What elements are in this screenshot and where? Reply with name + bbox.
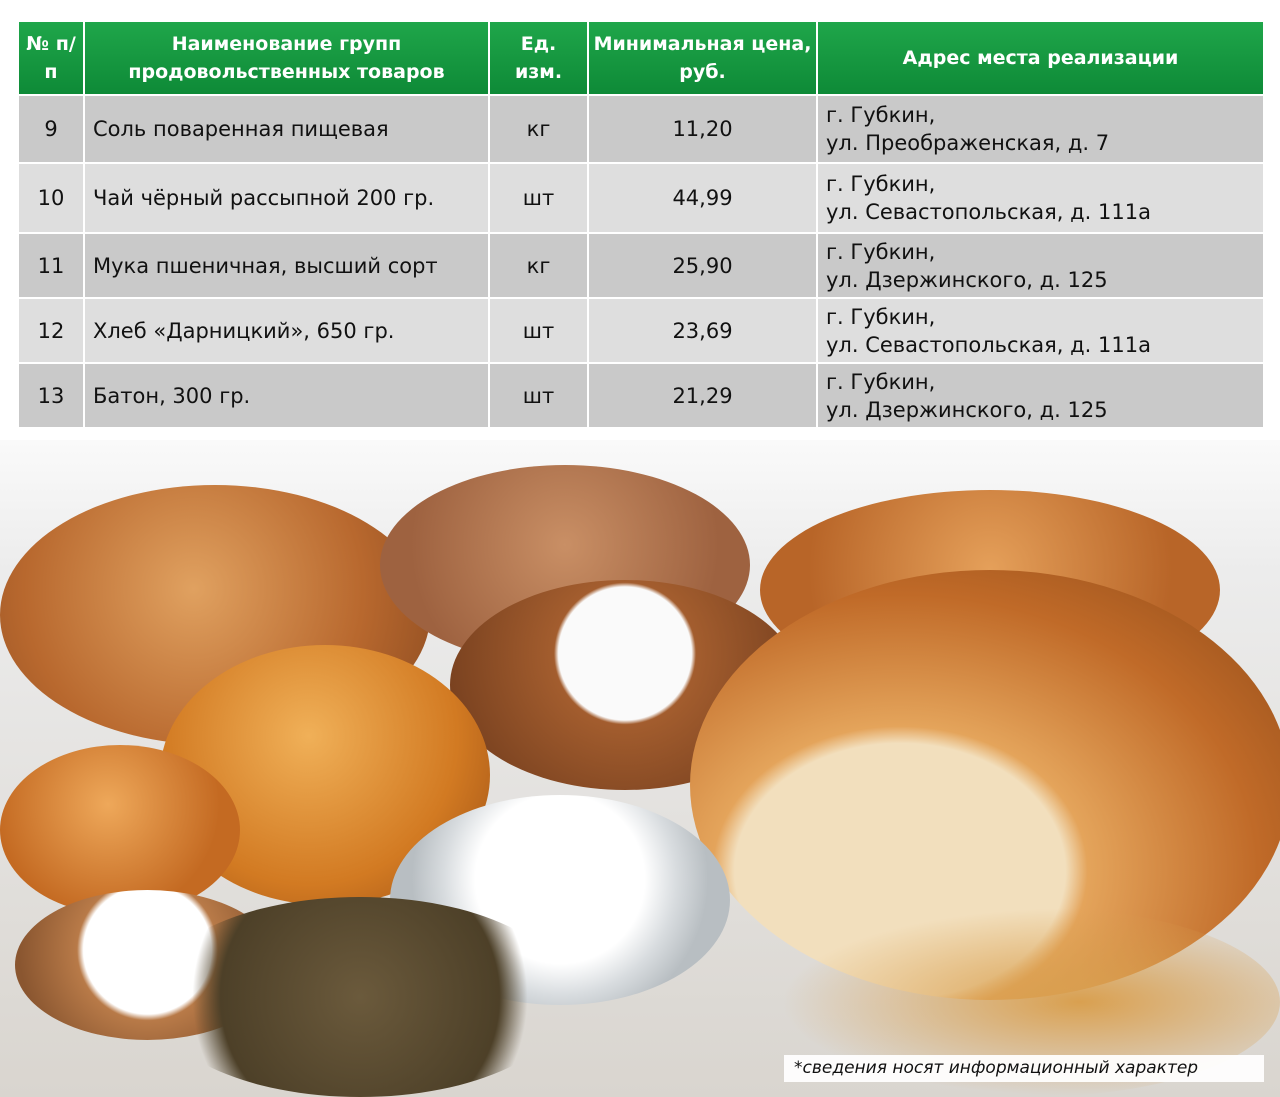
row-number: 10 <box>17 162 85 234</box>
address-city: г. Губкин, <box>826 369 936 394</box>
min-price: 23,69 <box>587 297 818 364</box>
table-row: 11 Мука пшеничная, высший сорт кг 25,90 г. Г… <box>17 232 1265 299</box>
address: г. Губкин, ул. Преображенская, д. 7 <box>816 94 1265 164</box>
price-table: № п/п Наименование групп продовольственн… <box>17 20 1265 429</box>
unit: шт <box>488 162 589 234</box>
address-street: ул. Севастопольская, д. 111а <box>826 200 1151 224</box>
min-price: 25,90 <box>587 232 818 299</box>
unit: шт <box>488 362 589 429</box>
address: г. Губкин, ул. Дзержинского, д. 125 <box>816 362 1265 429</box>
address-street: ул. Преображенская, д. 7 <box>826 131 1110 155</box>
header-unit: Ед. изм. <box>488 20 589 96</box>
row-number: 9 <box>17 94 85 164</box>
address-city: г. Губкин, <box>826 304 936 329</box>
header-price: Минимальная цена, руб. <box>587 20 818 96</box>
row-number: 13 <box>17 362 85 429</box>
caraway-seeds <box>150 897 570 1097</box>
address-street: ул. Дзержинского, д. 125 <box>826 397 1108 422</box>
address-city: г. Губкин, <box>826 239 936 264</box>
footnote: *сведения носят информационный характер <box>784 1055 1264 1082</box>
address-city: г. Губкин, <box>826 172 936 196</box>
bread-photo <box>0 440 1280 1097</box>
product-name: Мука пшеничная, высший сорт <box>83 232 490 299</box>
min-price: 11,20 <box>587 94 818 164</box>
product-name: Хлеб «Дарницкий», 650 гр. <box>83 297 490 364</box>
product-name: Соль поваренная пищевая <box>83 94 490 164</box>
address-street: ул. Севастопольская, д. 111а <box>826 332 1151 357</box>
unit: кг <box>488 232 589 299</box>
header-name: Наименование групп продовольственных тов… <box>83 20 490 96</box>
table-row: 12 Хлеб «Дарницкий», 650 гр. шт 23,69 г. Губ… <box>17 297 1265 364</box>
address: г. Губкин, ул. Севастопольская, д. 111а <box>816 162 1265 234</box>
row-number: 11 <box>17 232 85 299</box>
table-row: 10 Чай чёрный рассыпной 200 гр. шт 44,99 г. … <box>17 162 1265 234</box>
table-header: № п/п Наименование групп продовольственн… <box>17 20 1265 96</box>
product-name: Батон, 300 гр. <box>83 362 490 429</box>
table-row: 9 Соль поваренная пищевая кг 11,20 г. Губкин… <box>17 94 1265 164</box>
unit: кг <box>488 94 589 164</box>
unit: шт <box>488 297 589 364</box>
table-row: 13 Батон, 300 гр. шт 21,29 г. Губкин, ул. Дзе… <box>17 362 1265 429</box>
header-number: № п/п <box>17 20 85 96</box>
address-city: г. Губкин, <box>826 103 936 127</box>
row-number: 12 <box>17 297 85 364</box>
address: г. Губкин, ул. Севастопольская, д. 111а <box>816 297 1265 364</box>
product-name: Чай чёрный рассыпной 200 гр. <box>83 162 490 234</box>
min-price: 44,99 <box>587 162 818 234</box>
bun-small <box>0 745 240 915</box>
address-street: ул. Дзержинского, д. 125 <box>826 267 1108 292</box>
min-price: 21,29 <box>587 362 818 429</box>
header-address: Адрес места реализации <box>816 20 1265 96</box>
address: г. Губкин, ул. Дзержинского, д. 125 <box>816 232 1265 299</box>
